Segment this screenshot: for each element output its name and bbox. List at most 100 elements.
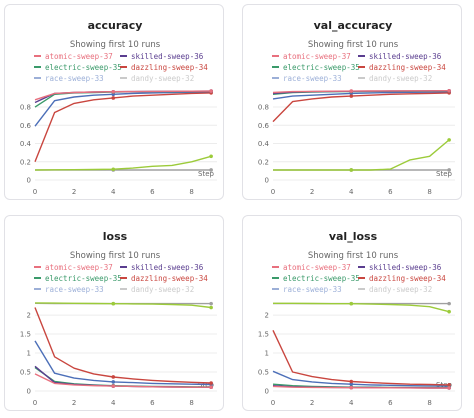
val-accuracy-panel[interactable]: val_accuracy Showing first 10 runs atomic-… [242,4,462,200]
series-line-dazzling-sweep-34[interactable] [272,92,450,123]
data-point [349,301,354,306]
x-tick-label: 2 [310,399,314,407]
series-line-dazzling-sweep-34[interactable] [34,307,212,384]
x-tick-label: 2 [72,399,76,407]
legend-label: dandy-sweep-32 [131,285,194,294]
y-tick-label: 1 [265,350,269,358]
data-point [349,89,354,93]
legend-label: dandy-sweep-32 [131,74,194,83]
loss-panel[interactable]: loss Showing first 10 runs atomic-sweep-37… [4,215,224,411]
legend-item-electric-sweep-35[interactable]: electric-sweep-35 [34,274,122,283]
y-tick-label: 1.5 [20,331,31,339]
legend-label: race-sweep-33 [45,74,104,83]
val-loss-panel[interactable]: val_loss Showing first 10 runs atomic-swee… [242,215,462,411]
legend-label: dazzling-sweep-34 [369,274,446,283]
legend-label: race-sweep-33 [45,285,104,294]
data-point [447,383,451,387]
series-line-race-sweep-33[interactable] [272,91,450,100]
data-point [111,301,116,306]
x-tick-label: 2 [310,188,314,196]
y-tick-label: 0.5 [258,369,269,377]
legend-item-race-sweep-33[interactable]: race-sweep-33 [34,74,104,83]
legend-label: dandy-sweep-32 [369,285,432,294]
data-point [111,375,116,379]
legend-item-atomic-sweep-37[interactable]: atomic-sweep-37 [272,263,351,272]
legend-label: race-sweep-33 [283,285,342,294]
accuracy-panel[interactable]: accuracy Showing first 10 runs atomic-swee… [4,4,224,200]
legend-item-atomic-sweep-37[interactable]: atomic-sweep-37 [34,263,113,272]
series-line-race-sweep-33[interactable] [272,370,450,387]
legend-label: dazzling-sweep-34 [131,63,208,72]
x-tick-label: 4 [349,399,354,407]
data-point [209,381,213,385]
series-line-atomic-sweep-37[interactable] [34,373,212,388]
data-point [209,154,213,159]
legend-item-electric-sweep-35[interactable]: electric-sweep-35 [272,63,360,72]
series-line-dazzling-sweep-34[interactable] [272,330,450,386]
legend-item-atomic-sweep-37[interactable]: atomic-sweep-37 [272,52,351,61]
loss-title: loss [103,230,128,243]
legend-item-electric-sweep-35[interactable]: electric-sweep-35 [272,274,360,283]
legend-item-dazzling-sweep-34[interactable]: dazzling-sweep-34 [358,274,446,283]
data-point [209,385,213,390]
y-tick-label: 0 [27,177,31,185]
x-axis-label: Step [436,170,452,178]
y-tick-label: 0.6 [258,122,270,130]
legend-item-skilled-sweep-36[interactable]: skilled-sweep-36 [358,52,442,61]
x-tick-label: 0 [33,399,37,407]
legend-label: dazzling-sweep-34 [369,63,446,72]
x-tick-label: 6 [388,188,393,196]
series-line-unnamed-run[interactable] [34,155,212,171]
val-loss-chart: val_loss Showing first 10 runs atomic-swee… [258,230,455,407]
accuracy-chart: accuracy Showing first 10 runs atomic-swee… [20,19,217,196]
legend-item-dazzling-sweep-34[interactable]: dazzling-sweep-34 [120,274,208,283]
x-tick-label: 6 [388,399,393,407]
series-line-atomic-sweep-37[interactable] [272,90,450,94]
val-accuracy-title: val_accuracy [314,19,393,32]
legend-item-dandy-sweep-32[interactable]: dandy-sweep-32 [358,285,432,294]
legend-item-skilled-sweep-36[interactable]: skilled-sweep-36 [120,52,204,61]
series-line-unnamed-run[interactable] [273,139,450,171]
series-line-atomic-sweep-37[interactable] [272,385,450,389]
y-tick-label: 1 [27,350,31,358]
legend-item-race-sweep-33[interactable]: race-sweep-33 [272,285,342,294]
data-point [209,301,213,306]
data-point [349,94,354,98]
series-line-race-sweep-33[interactable] [34,91,212,127]
y-tick-label: 0.2 [258,158,269,166]
legend-label: skilled-sweep-36 [131,263,204,272]
legend-item-dazzling-sweep-34[interactable]: dazzling-sweep-34 [120,63,208,72]
data-point [447,301,451,306]
legend-item-electric-sweep-35[interactable]: electric-sweep-35 [34,63,122,72]
data-point [209,305,213,310]
y-tick-label: 0.5 [20,369,31,377]
val-loss-subtitle: Showing first 10 runs [308,251,399,261]
series-line-atomic-sweep-37[interactable] [34,90,212,101]
legend-item-dandy-sweep-32[interactable]: dandy-sweep-32 [120,285,194,294]
legend-item-dazzling-sweep-34[interactable]: dazzling-sweep-34 [358,63,446,72]
series-line-unnamed-run[interactable] [34,302,212,309]
data-point [447,168,451,172]
data-point [349,168,354,172]
legend-item-dandy-sweep-32[interactable]: dandy-sweep-32 [358,74,432,83]
series-line-race-sweep-33[interactable] [34,340,212,386]
x-tick-label: 8 [189,399,193,407]
legend-item-race-sweep-33[interactable]: race-sweep-33 [272,74,342,83]
x-tick-label: 4 [349,188,354,196]
data-point [111,96,116,100]
legend-item-skilled-sweep-36[interactable]: skilled-sweep-36 [358,263,442,272]
legend-label: electric-sweep-35 [45,274,122,283]
legend-item-skilled-sweep-36[interactable]: skilled-sweep-36 [120,263,204,272]
y-tick-label: 0.4 [258,140,270,148]
x-tick-label: 0 [271,188,275,196]
series-line-dazzling-sweep-34[interactable] [34,92,212,163]
legend-label: atomic-sweep-37 [283,52,351,61]
y-tick-label: 0 [265,177,269,185]
series-line-unnamed-run[interactable] [273,302,450,313]
legend-item-dandy-sweep-32[interactable]: dandy-sweep-32 [120,74,194,83]
legend-item-race-sweep-33[interactable]: race-sweep-33 [34,285,104,294]
x-tick-label: 4 [111,399,116,407]
data-point [349,385,354,390]
legend-item-atomic-sweep-37[interactable]: atomic-sweep-37 [34,52,113,61]
legend-label: atomic-sweep-37 [283,263,351,272]
